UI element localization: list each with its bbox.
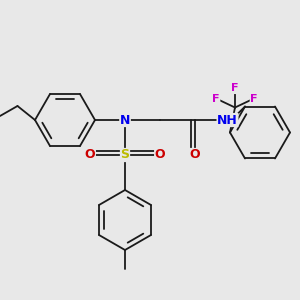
Text: O: O	[190, 148, 200, 161]
Text: F: F	[250, 94, 258, 103]
Text: F: F	[212, 94, 220, 103]
Text: S: S	[121, 148, 130, 161]
Text: N: N	[120, 113, 130, 127]
Text: NH: NH	[217, 113, 238, 127]
Text: F: F	[231, 83, 239, 94]
Text: O: O	[85, 148, 95, 161]
Text: O: O	[155, 148, 165, 161]
